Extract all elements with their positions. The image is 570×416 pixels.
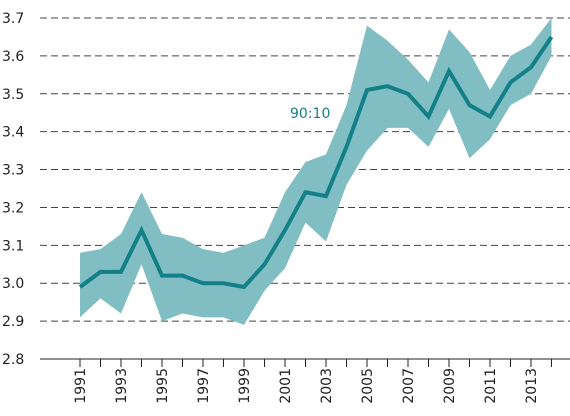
y-tick-label: 2.9 [2, 314, 24, 330]
y-tick-label: 3.4 [2, 125, 24, 141]
y-tick-label: 3.3 [2, 163, 24, 179]
x-tick-label: 1991 [73, 368, 89, 404]
x-tick-label: 2003 [319, 368, 335, 404]
x-tick-label: 2013 [524, 368, 540, 404]
series-label: 90:10 [290, 106, 330, 122]
y-tick-label: 3.7 [2, 11, 24, 27]
confidence-band [80, 18, 552, 325]
y-tick-label: 2.8 [2, 352, 24, 368]
y-tick-label: 3.2 [2, 200, 24, 216]
x-tick-label: 1999 [237, 368, 253, 404]
x-tick-label: 2001 [278, 368, 294, 404]
x-tick-label: 2011 [483, 368, 499, 404]
line [78, 35, 554, 290]
x-tick-label: 1997 [196, 368, 212, 404]
x-tick-label: 1995 [155, 368, 171, 404]
y-tick-label: 3.6 [2, 49, 24, 65]
x-tick-label: 1993 [114, 368, 130, 404]
y-tick-label: 3.5 [2, 87, 24, 103]
x-tick-label: 2005 [360, 368, 376, 404]
x-tick-label: 2007 [401, 368, 417, 404]
y-tick-label: 3.1 [2, 238, 24, 254]
y-tick-label: 3.0 [2, 276, 24, 292]
x-tick-label: 2009 [442, 368, 458, 404]
